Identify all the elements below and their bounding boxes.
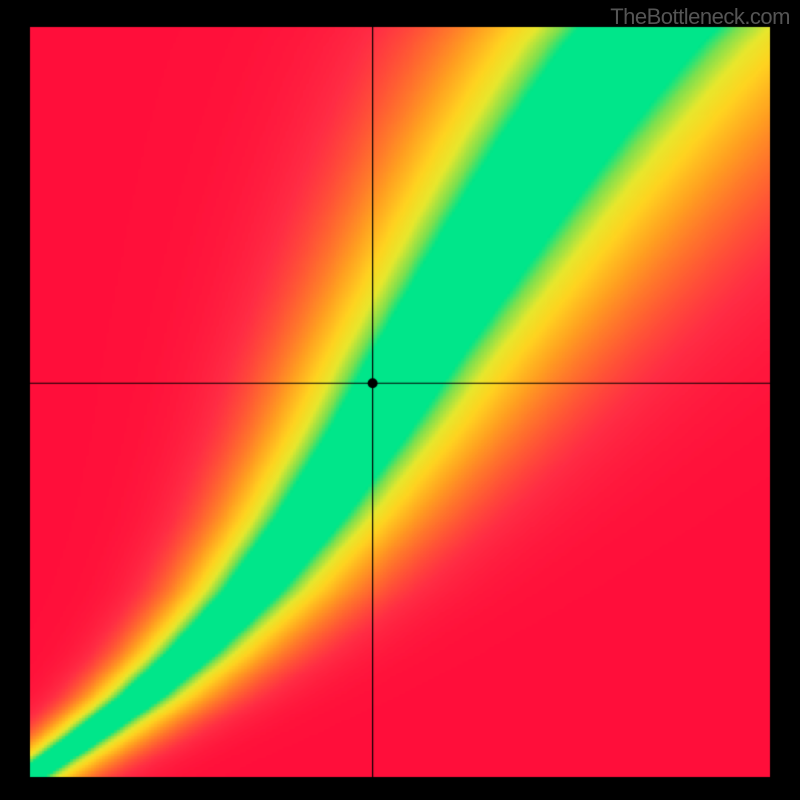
- page-wrapper: TheBottleneck.com: [0, 0, 800, 800]
- bottleneck-heatmap-canvas[interactable]: [0, 0, 800, 800]
